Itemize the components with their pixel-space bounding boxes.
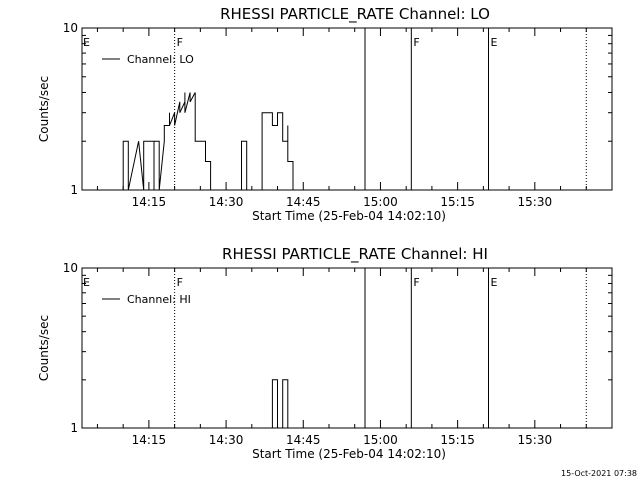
- panel2-x-tick-label: 15:15: [440, 433, 475, 447]
- panel2-event-marker-label: E: [491, 276, 498, 289]
- panel1-x-tick-label: 15:15: [440, 195, 475, 209]
- panel1-x-tick-label: 15:30: [518, 195, 553, 209]
- panel2-title: RHESSI PARTICLE_RATE Channel: HI: [222, 245, 488, 264]
- panel2-left-edge-label: E: [83, 276, 90, 289]
- panel1-x-tick-label: 15:00: [363, 195, 398, 209]
- panel2-series-line: [271, 379, 289, 429]
- panel1-legend-label: Channel: LO: [127, 53, 194, 66]
- panel2-x-tick-label: 14:30: [209, 433, 244, 447]
- panel2-x-tick-label: 15:00: [363, 433, 398, 447]
- panel1-x-axis-label: Start Time (25-Feb-04 14:02:10): [252, 209, 446, 223]
- panel2-frame: [81, 267, 613, 429]
- panel2-x-tick-label: 14:15: [132, 433, 167, 447]
- panel1-series-line: [122, 92, 294, 191]
- panel1-y-tick-label: 1: [70, 183, 78, 197]
- panel2-y-tick-label: 1: [70, 421, 78, 435]
- panel2-x-axis-label: Start Time (25-Feb-04 14:02:10): [252, 447, 446, 461]
- panel2-event-marker-label: F: [177, 276, 183, 289]
- panel1-x-tick-label: 14:30: [209, 195, 244, 209]
- panel2-x-tick-label: 14:45: [286, 433, 321, 447]
- panel1-y-tick-label: 10: [63, 21, 78, 35]
- panel1-event-marker-label: F: [413, 36, 419, 49]
- panel1-left-edge-label: E: [83, 36, 90, 49]
- panel2-legend-label: Channel: HI: [127, 293, 191, 306]
- panel1-title: RHESSI PARTICLE_RATE Channel: LO: [220, 5, 490, 24]
- panel2-y-axis-label: Counts/sec: [37, 315, 51, 381]
- panel2-y-tick-label: 10: [63, 261, 78, 275]
- panel1-x-tick-label: 14:15: [132, 195, 167, 209]
- panel2-x-tick-label: 15:30: [518, 433, 553, 447]
- panel1-x-tick-label: 14:45: [286, 195, 321, 209]
- panel1-event-marker-label: E: [491, 36, 498, 49]
- panel2-event-marker-label: F: [413, 276, 419, 289]
- generation-timestamp: 15-Oct-2021 07:38: [561, 469, 637, 478]
- panel1-event-marker-label: F: [177, 36, 183, 49]
- panel1-y-axis-label: Counts/sec: [37, 76, 51, 142]
- panel1-frame: [81, 27, 613, 191]
